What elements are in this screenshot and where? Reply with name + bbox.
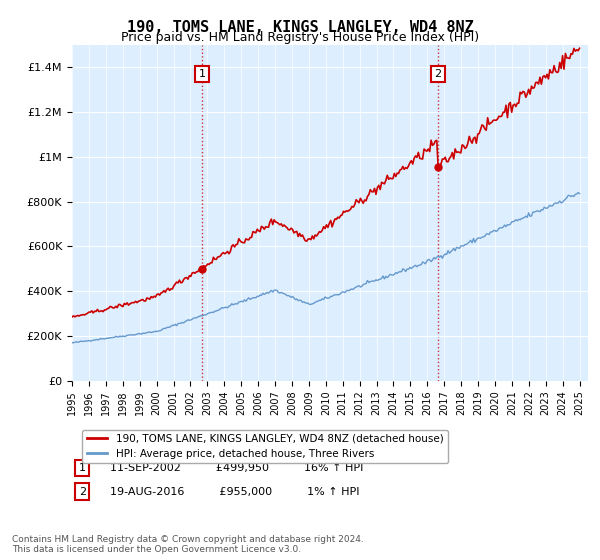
- Text: 1: 1: [199, 69, 206, 79]
- Text: Contains HM Land Registry data © Crown copyright and database right 2024.
This d: Contains HM Land Registry data © Crown c…: [12, 535, 364, 554]
- Text: 11-SEP-2002          £499,950          16% ↑ HPI: 11-SEP-2002 £499,950 16% ↑ HPI: [103, 463, 364, 473]
- Text: 2: 2: [434, 69, 442, 79]
- Text: 19-AUG-2016          £955,000          1% ↑ HPI: 19-AUG-2016 £955,000 1% ↑ HPI: [103, 487, 359, 497]
- Text: 190, TOMS LANE, KINGS LANGLEY, WD4 8NZ: 190, TOMS LANE, KINGS LANGLEY, WD4 8NZ: [127, 20, 473, 35]
- Text: 1: 1: [79, 463, 86, 473]
- Text: Price paid vs. HM Land Registry's House Price Index (HPI): Price paid vs. HM Land Registry's House …: [121, 31, 479, 44]
- Legend: 190, TOMS LANE, KINGS LANGLEY, WD4 8NZ (detached house), HPI: Average price, det: 190, TOMS LANE, KINGS LANGLEY, WD4 8NZ (…: [82, 430, 448, 463]
- Text: 2: 2: [79, 487, 86, 497]
